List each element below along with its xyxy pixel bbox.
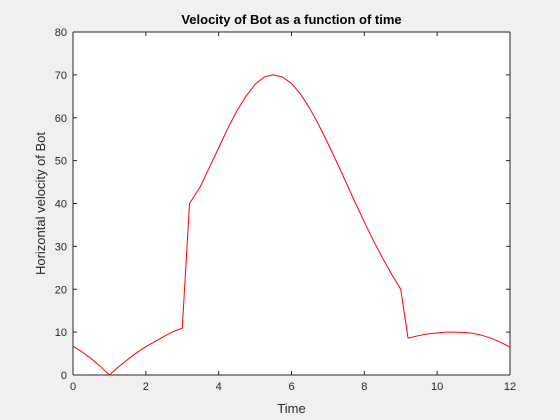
x-tick-label: 2 [143, 381, 149, 393]
y-axis-label: Horizontal velocity of Bot [33, 132, 48, 275]
plot-area [73, 32, 510, 375]
x-tick-label: 12 [504, 381, 516, 393]
x-tick-label: 8 [361, 381, 367, 393]
y-tick-label: 70 [55, 70, 67, 82]
x-tick-label: 4 [216, 381, 222, 393]
series-line-0 [72, 74, 511, 376]
y-tick-label: 60 [55, 113, 67, 125]
x-tick-label: 0 [70, 381, 76, 393]
y-tick-label: 40 [55, 199, 67, 211]
series-group [72, 74, 511, 376]
y-tick-label: 30 [55, 241, 67, 253]
y-tick-label: 80 [55, 27, 67, 39]
x-tick-label: 10 [431, 381, 443, 393]
axes: 0 2 4 6 8 10 12 0 10 20 30 40 50 60 70 80 [55, 27, 516, 393]
y-tick-label: 50 [55, 156, 67, 168]
x-axis-label: Time [277, 401, 305, 416]
chart-title: Velocity of Bot as a function of time [181, 12, 401, 27]
y-tick-label: 10 [55, 327, 67, 339]
x-tick-label: 6 [288, 381, 294, 393]
y-tick-label: 0 [61, 370, 67, 382]
y-tick-label: 20 [55, 284, 67, 296]
